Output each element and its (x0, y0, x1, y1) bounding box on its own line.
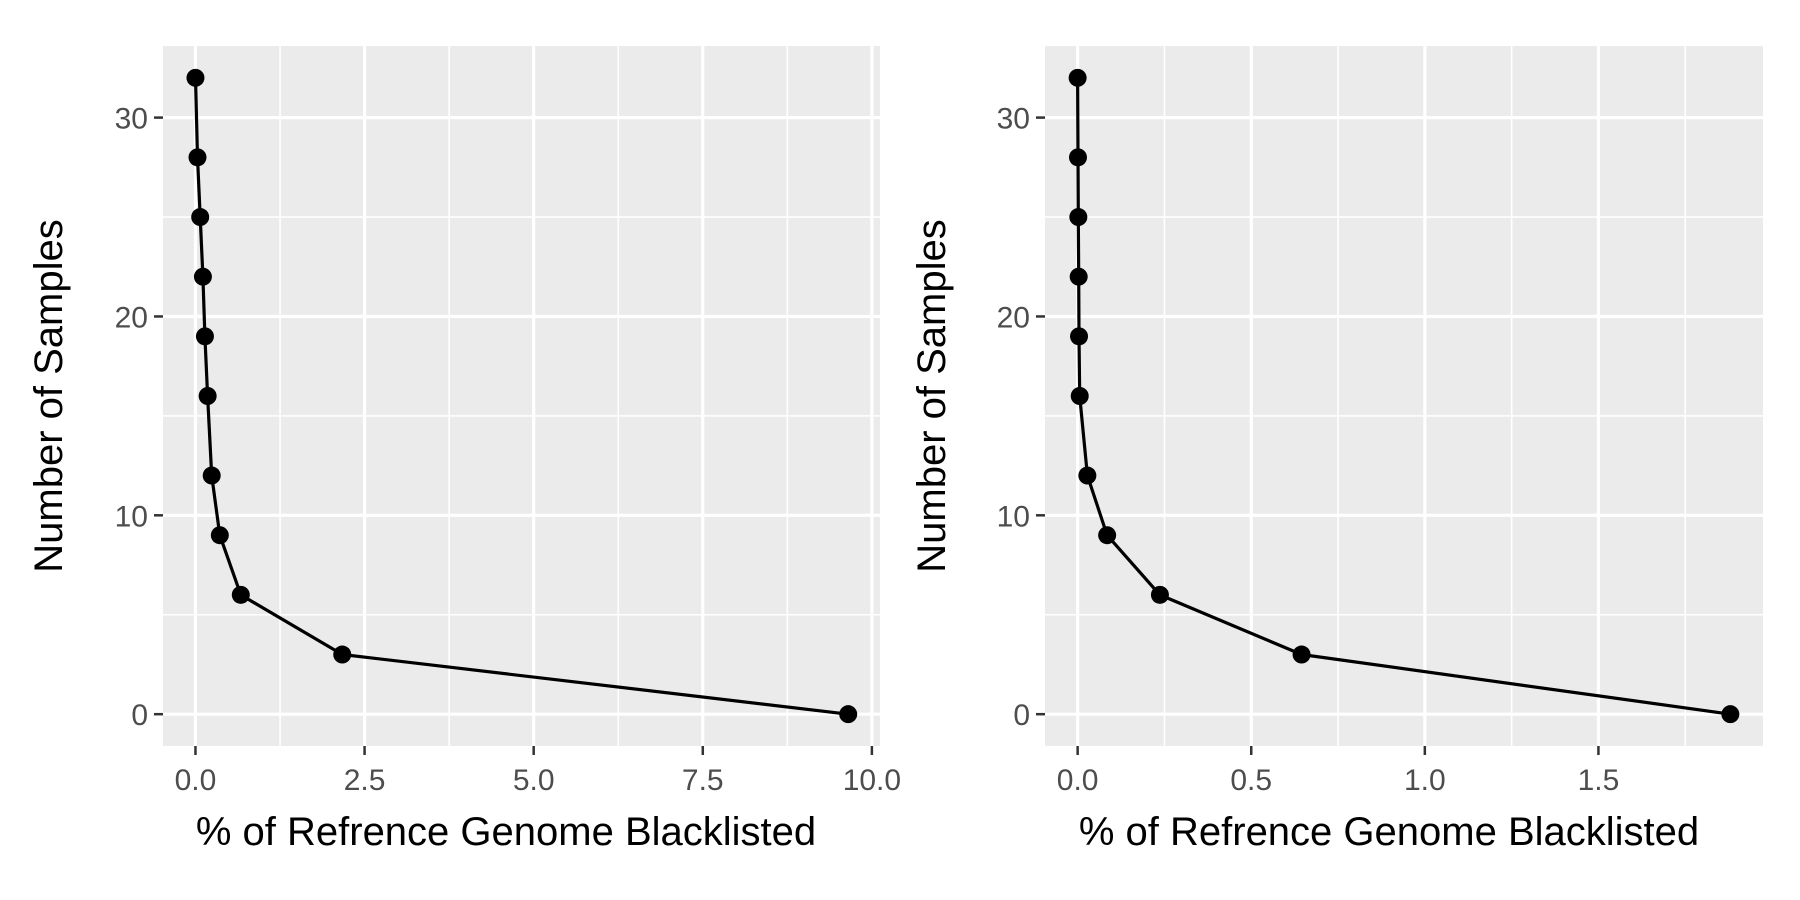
data-point (193, 267, 212, 286)
y-tick-label: 0 (131, 699, 148, 732)
data-point (1068, 68, 1087, 87)
data-point (1150, 585, 1169, 604)
plot-background (1045, 46, 1763, 746)
data-point (202, 466, 221, 485)
data-point (1078, 466, 1097, 485)
data-point (1069, 267, 1088, 286)
x-tick-label: 7.5 (682, 764, 724, 797)
data-point (231, 585, 250, 604)
right-chart-panel: 0 10 20 30 0.0 0.5 1.0 1.5 % of Refrence Genome … (910, 46, 1763, 854)
y-tick-label: 0 (1013, 699, 1030, 732)
data-point (1068, 148, 1087, 167)
x-tick-label: 1.5 (1578, 764, 1620, 797)
y-axis-title: Number of Samples (27, 219, 71, 572)
y-tick-label: 20 (997, 301, 1030, 334)
data-point (186, 68, 205, 87)
data-point (198, 387, 217, 405)
y-tick-label: 30 (997, 103, 1030, 136)
x-tick-label: 2.5 (344, 764, 386, 797)
data-point (1098, 526, 1117, 545)
data-point (1070, 327, 1089, 346)
data-point (195, 327, 214, 346)
y-tick-label: 30 (115, 103, 148, 136)
y-tick-label: 20 (115, 301, 148, 334)
x-tick-label: 0.0 (175, 764, 217, 797)
data-point (210, 526, 229, 545)
data-point (188, 148, 207, 167)
data-point (1292, 645, 1311, 664)
y-tick-label: 10 (115, 500, 148, 533)
x-tick-label: 1.0 (1404, 764, 1446, 797)
x-tick-label: 5.0 (513, 764, 555, 797)
data-point (1070, 387, 1089, 405)
y-axis-title: Number of Samples (910, 219, 954, 572)
data-point (1069, 208, 1088, 227)
data-point (839, 705, 858, 724)
y-tick-label: 10 (997, 500, 1030, 533)
left-chart-panel: 0 10 20 30 0.0 2.5 5.0 7.5 10.0 % of Refrence Gen… (27, 46, 901, 854)
x-tick-label: 0.0 (1057, 764, 1099, 797)
data-point (1721, 705, 1740, 724)
x-axis-title: % of Refrence Genome Blacklisted (196, 810, 816, 854)
plot-background (163, 46, 880, 746)
x-tick-label: 0.5 (1230, 764, 1272, 797)
data-point (333, 645, 352, 664)
x-axis-title: % of Refrence Genome Blacklisted (1079, 810, 1699, 854)
x-tick-label: 10.0 (843, 764, 901, 797)
data-point (191, 208, 210, 227)
